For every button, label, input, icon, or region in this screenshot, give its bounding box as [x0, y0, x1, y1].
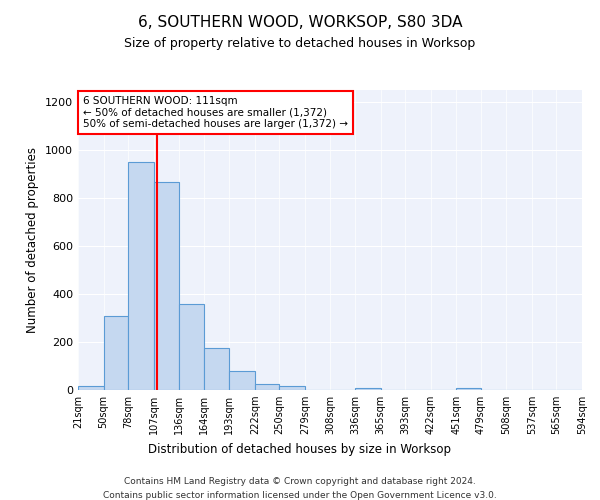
Y-axis label: Number of detached properties: Number of detached properties	[26, 147, 40, 333]
Bar	[355, 388, 380, 390]
Bar	[179, 304, 204, 390]
Bar	[154, 182, 179, 390]
Text: Distribution of detached houses by size in Worksop: Distribution of detached houses by size …	[149, 442, 452, 456]
Text: 6 SOUTHERN WOOD: 111sqm
← 50% of detached houses are smaller (1,372)
50% of semi: 6 SOUTHERN WOOD: 111sqm ← 50% of detache…	[83, 96, 348, 129]
Bar	[204, 348, 229, 390]
Text: Size of property relative to detached houses in Worksop: Size of property relative to detached ho…	[124, 38, 476, 51]
Bar	[255, 384, 280, 390]
Text: Contains public sector information licensed under the Open Government Licence v3: Contains public sector information licen…	[103, 491, 497, 500]
Text: 6, SOUTHERN WOOD, WORKSOP, S80 3DA: 6, SOUTHERN WOOD, WORKSOP, S80 3DA	[138, 15, 462, 30]
Bar	[128, 162, 154, 390]
Bar	[104, 316, 128, 390]
Bar	[456, 388, 481, 390]
Bar	[280, 386, 305, 390]
Bar	[229, 371, 255, 390]
Bar	[78, 386, 104, 390]
Text: Contains HM Land Registry data © Crown copyright and database right 2024.: Contains HM Land Registry data © Crown c…	[124, 478, 476, 486]
